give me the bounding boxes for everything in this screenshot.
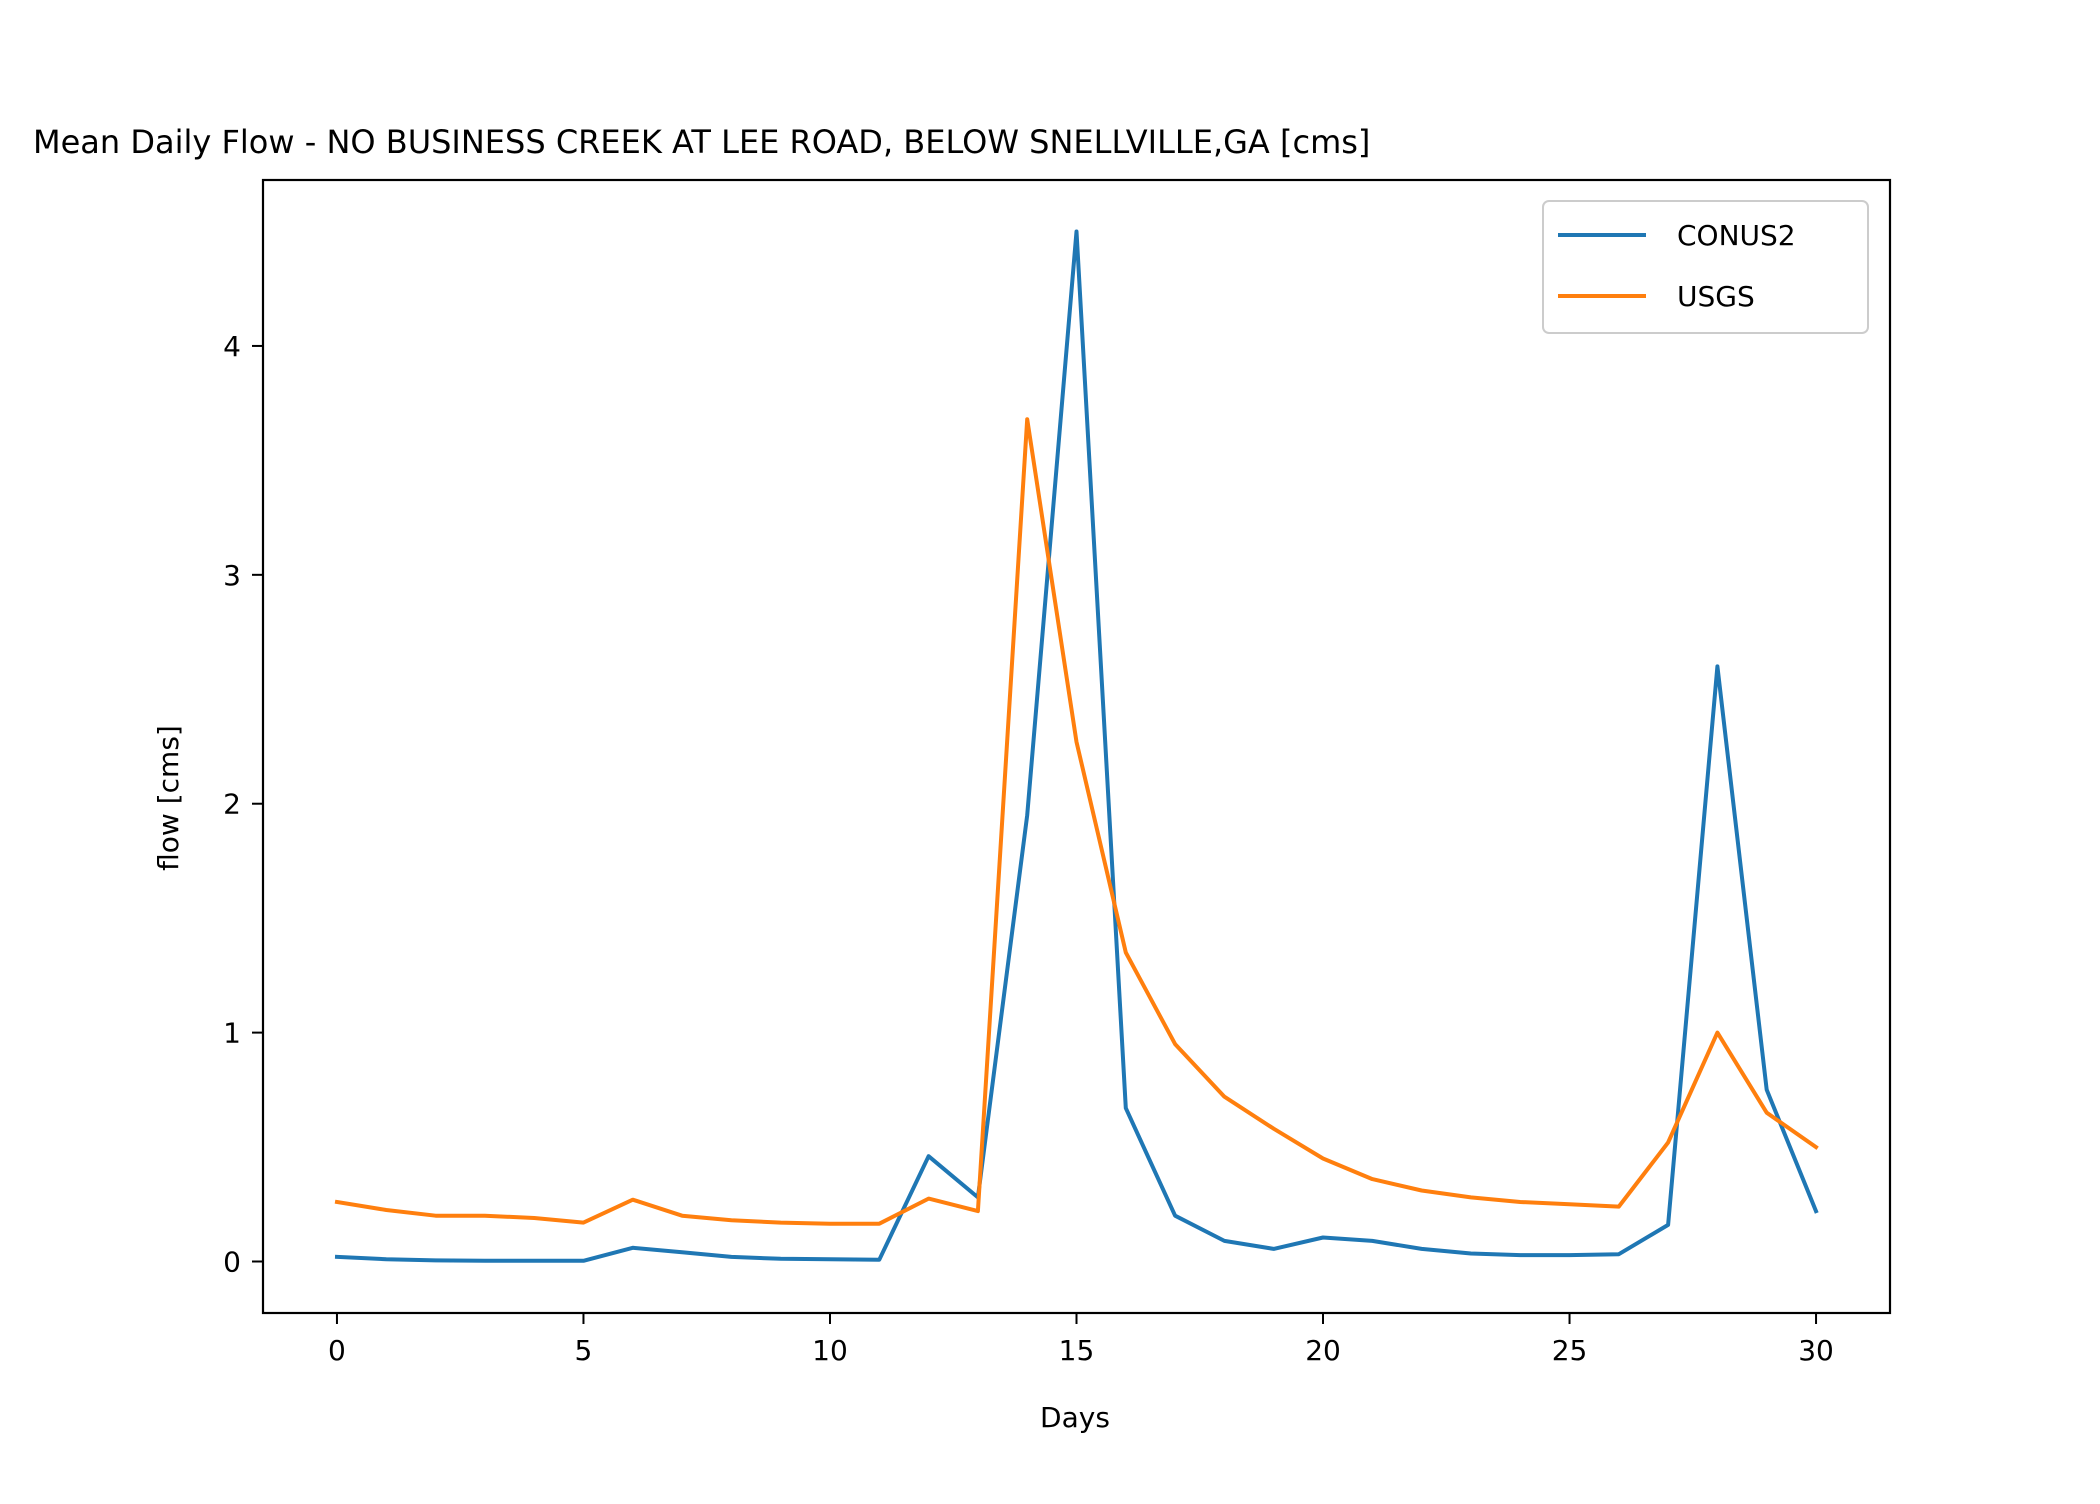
series-line-conus2 [334,229,1819,1263]
x-tick-label: 10 [812,1334,848,1367]
y-tick-label: 1 [223,1017,241,1050]
legend: CONUS2 USGS [1542,200,1869,334]
series-line-usgs [334,417,1819,1226]
legend-label-usgs: USGS [1677,280,1755,313]
axes: 0 5 10 15 20 25 30 0 1 2 3 4 [223,178,1892,1367]
x-tick-label: 30 [1798,1334,1834,1367]
x-tick-label: 25 [1552,1334,1588,1367]
y-tick-label: 2 [223,788,241,821]
x-axis-label: Days [1040,1401,1110,1434]
y-tick-label: 4 [223,330,241,363]
chart-title: Mean Daily Flow - NO BUSINESS CREEK AT L… [33,123,1370,161]
x-tick-label: 5 [575,1334,593,1367]
x-tick-label: 15 [1059,1334,1095,1367]
plot-area [334,229,1819,1263]
y-axis-label: flow [cms] [152,725,185,871]
x-tick-label: 20 [1305,1334,1341,1367]
x-tick-label: 0 [328,1334,346,1367]
y-tick-label: 3 [223,559,241,592]
y-tick-label: 0 [223,1246,241,1279]
legend-label-conus2: CONUS2 [1677,219,1796,252]
